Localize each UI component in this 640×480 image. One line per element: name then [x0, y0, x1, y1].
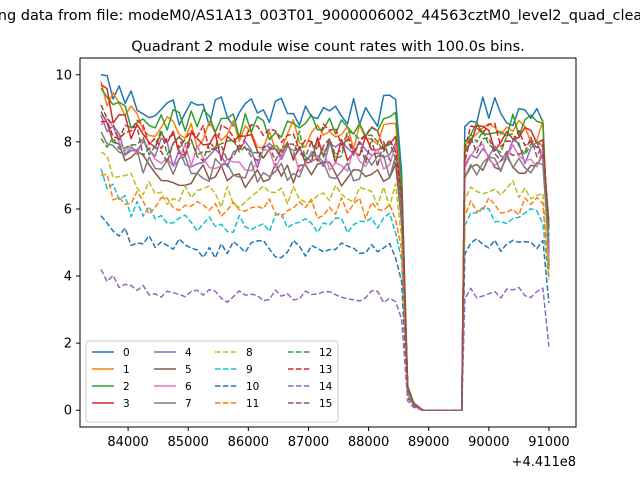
- legend-label: 7: [185, 398, 192, 410]
- legend-label: 2: [123, 381, 130, 393]
- series-line-13: [100, 119, 550, 411]
- series-line-14: [100, 268, 550, 411]
- legend-item-0: 0: [92, 347, 130, 359]
- legend-label: 3: [123, 398, 130, 410]
- series-layer: [100, 74, 550, 411]
- legend-label: 4: [185, 347, 192, 359]
- x-axis: 84000 85000 86000 87000 88000 89000 90000 91000: [107, 427, 570, 450]
- x-tick-label: 90000: [468, 435, 509, 450]
- legend-label: 5: [185, 364, 192, 376]
- legend-label: 12: [319, 347, 332, 359]
- legend-label: 13: [319, 364, 332, 376]
- series-line-0: [100, 74, 550, 411]
- x-tick-label: 85000: [168, 435, 209, 450]
- x-tick-label: 86000: [228, 435, 269, 450]
- y-tick-label: 4: [64, 270, 72, 285]
- legend-label: 11: [246, 398, 259, 410]
- legend-label: 15: [319, 398, 332, 410]
- x-tick-label: 88000: [348, 435, 389, 450]
- y-axis: 0 2 4 6 8 10: [55, 68, 80, 419]
- legend-label: 8: [246, 347, 253, 359]
- chart-title: Quadrant 2 module wise count rates with …: [131, 39, 525, 55]
- legend-label: 14: [319, 381, 333, 393]
- legend-item-9: 9: [215, 364, 253, 376]
- y-tick-label: 6: [64, 202, 72, 217]
- legend-item-6: 6: [154, 381, 192, 393]
- x-tick-label: 89000: [408, 435, 449, 450]
- y-tick-label: 10: [55, 68, 72, 83]
- x-tick-label: 87000: [288, 435, 329, 450]
- series-line-12: [100, 129, 550, 411]
- series-line-2: [100, 87, 550, 411]
- legend-item-8: 8: [215, 347, 253, 359]
- series-line-11: [100, 173, 550, 411]
- x-tick-label: 91000: [528, 435, 569, 450]
- legend-label: 10: [246, 381, 259, 393]
- figure-suptitle: Plotting data from file: modeM0/AS1A13_0…: [0, 8, 640, 24]
- legend-item-14: 14: [288, 381, 333, 393]
- legend-item-2: 2: [92, 381, 130, 393]
- axes-frame: [79, 57, 577, 428]
- legend-label: 0: [123, 347, 130, 359]
- legend-item-12: 12: [288, 347, 332, 359]
- series-line-9: [100, 168, 550, 411]
- y-tick-label: 0: [64, 404, 72, 419]
- legend-item-13: 13: [288, 364, 332, 376]
- legend-label: 1: [123, 364, 130, 376]
- plot-area: [79, 57, 577, 428]
- series-line-10: [100, 215, 550, 411]
- legend-label: 6: [185, 381, 192, 393]
- legend-item-3: 3: [92, 398, 130, 410]
- legend-item-10: 10: [215, 381, 259, 393]
- legend-item-7: 7: [154, 398, 192, 410]
- series-line-8: [100, 151, 550, 411]
- y-tick-label: 2: [64, 337, 72, 352]
- legend-item-15: 15: [288, 398, 332, 410]
- x-offset-label: +4.411e8: [512, 455, 576, 470]
- legend-label: 9: [246, 364, 253, 376]
- y-tick-label: 8: [64, 135, 72, 150]
- legend-item-4: 4: [154, 347, 192, 359]
- x-tick-label: 84000: [107, 435, 148, 450]
- series-line-15: [100, 104, 550, 411]
- legend-item-5: 5: [154, 364, 192, 376]
- legend-frame: [85, 340, 339, 423]
- legend-item-11: 11: [215, 398, 259, 410]
- legend-item-1: 1: [92, 364, 130, 376]
